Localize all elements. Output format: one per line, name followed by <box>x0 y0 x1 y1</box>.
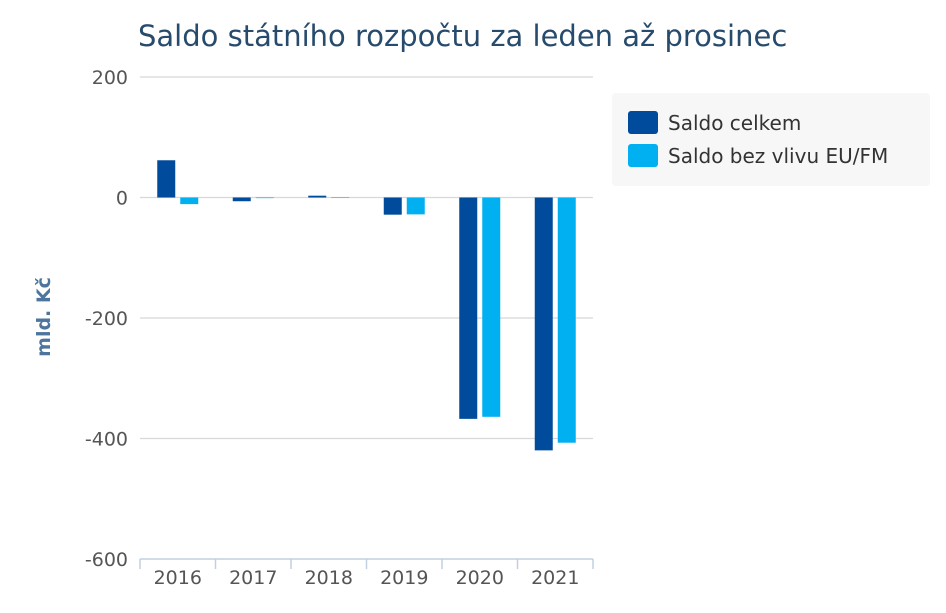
x-tick-label: 2016 <box>154 567 202 589</box>
bar-saldo-bez-vlivu-2019 <box>406 197 425 215</box>
y-tick-label: -600 <box>85 549 128 571</box>
bar-saldo-bez-vlivu-2016 <box>180 197 199 205</box>
x-tick-label: 2018 <box>305 567 353 589</box>
x-tick-label: 2020 <box>456 567 504 589</box>
legend-label: Saldo celkem <box>668 111 801 135</box>
bar-saldo-celkem-2021 <box>534 197 553 451</box>
x-tick-label: 2019 <box>380 567 428 589</box>
bar-saldo-celkem-2020 <box>459 197 478 419</box>
legend-label: Saldo bez vlivu EU/FM <box>668 144 888 168</box>
y-tick-label: 200 <box>92 67 128 89</box>
bars <box>157 160 576 451</box>
chart-title: Saldo státního rozpočtu za leden až pros… <box>138 19 787 53</box>
bar-saldo-celkem-2017 <box>232 197 251 202</box>
bar-saldo-bez-vlivu-2020 <box>482 197 501 417</box>
bar-saldo-celkem-2018 <box>308 195 327 198</box>
axes: -600 -400 -200 0 200 2016 2017 2018 2019 2020 2021 <box>85 67 594 589</box>
bar-saldo-bez-vlivu-2017 <box>255 197 274 199</box>
legend-background <box>612 93 930 186</box>
x-tick-label: 2017 <box>229 567 277 589</box>
legend-swatch <box>628 111 658 134</box>
y-tick-label: -200 <box>85 308 128 330</box>
bar-saldo-bez-vlivu-2021 <box>557 197 576 443</box>
y-tick-label: -400 <box>85 429 128 451</box>
y-tick-label: 0 <box>116 188 128 210</box>
x-tick-label: 2021 <box>531 567 579 589</box>
bar-saldo-celkem-2019 <box>383 197 402 215</box>
bar-saldo-celkem-2016 <box>157 160 176 198</box>
bar-saldo-bez-vlivu-2018 <box>331 197 350 198</box>
legend: Saldo celkem Saldo bez vlivu EU/FM <box>612 93 930 186</box>
legend-swatch <box>628 144 658 167</box>
y-axis-title: mld. Kč <box>33 277 55 357</box>
gridlines <box>140 76 593 440</box>
